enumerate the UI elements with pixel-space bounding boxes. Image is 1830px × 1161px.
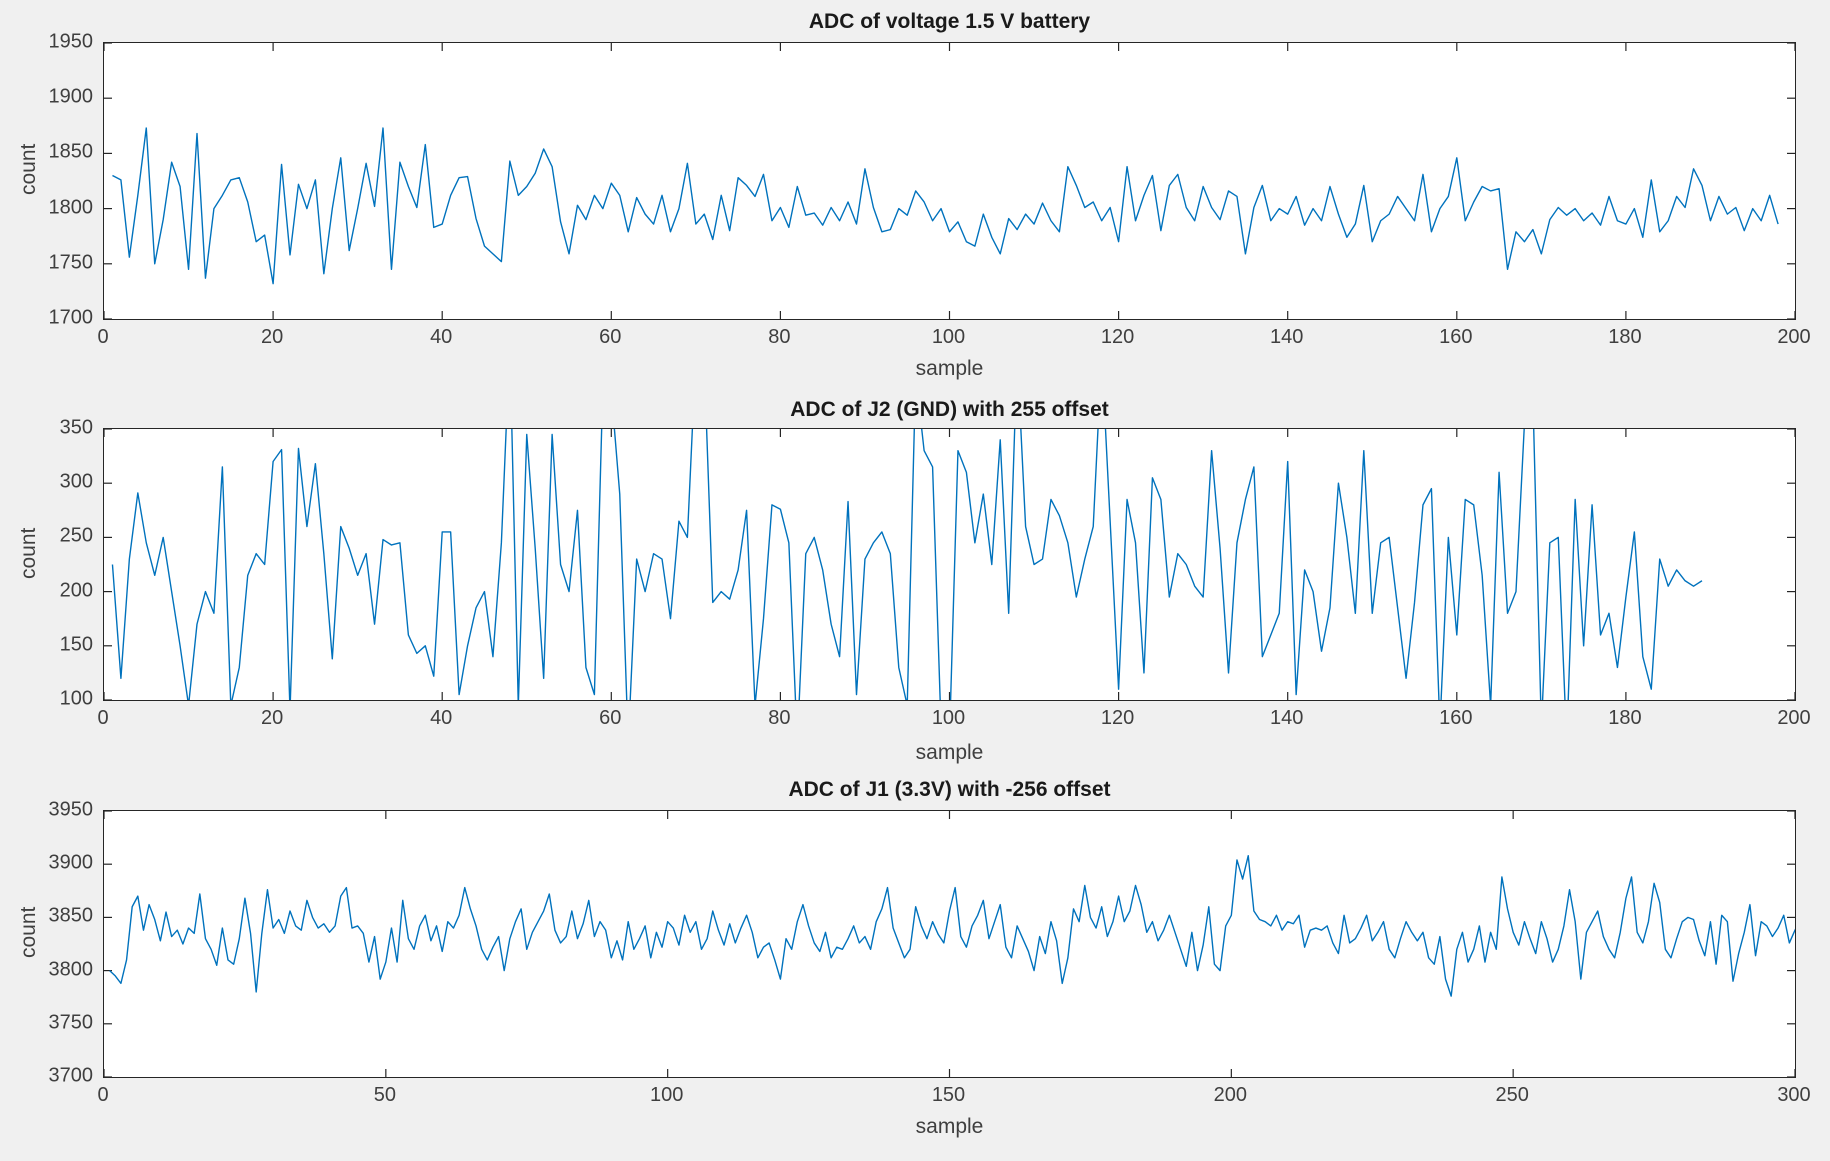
x-tick-label: 180	[1608, 707, 1642, 729]
y-tick-label: 100	[59, 687, 93, 710]
x-tick-label: 20	[260, 707, 284, 729]
x-tick-label: 200	[1777, 326, 1811, 348]
plot-battery-ylabel: count	[17, 143, 40, 195]
y-tick-label: 3900	[48, 851, 94, 874]
y-tick-label: 3800	[48, 958, 94, 981]
x-tick-label: 250	[1495, 1084, 1529, 1106]
x-tick-label: 140	[1270, 707, 1304, 729]
x-tick-label: 100	[649, 1084, 684, 1106]
plot-gnd-axes	[103, 428, 1796, 701]
plot-battery: ADC of voltage 1.5 V battery count sampl…	[0, 0, 1830, 386]
y-tick-label: 150	[59, 633, 93, 656]
x-tick-label: 100	[931, 326, 966, 348]
x-tick-label: 200	[1777, 707, 1811, 729]
plot-battery-xlabel: sample	[915, 357, 984, 380]
x-tick-label: 200	[1213, 1084, 1248, 1106]
x-tick-label: 0	[97, 1084, 109, 1106]
chart-canvas	[104, 429, 1795, 700]
y-tick-label: 350	[59, 416, 93, 439]
adc-count-line	[111, 429, 1703, 700]
plot-3v3: ADC of J1 (3.3V) with -256 offset count …	[0, 770, 1830, 1161]
x-tick-label: 120	[1100, 707, 1135, 729]
plot-3v3-xlabel: sample	[915, 1115, 984, 1138]
y-tick-label: 3700	[48, 1064, 94, 1087]
x-tick-label: 180	[1608, 326, 1642, 348]
x-tick-label: 50	[373, 1084, 396, 1106]
y-tick-label: 1800	[48, 196, 94, 219]
x-tick-label: 80	[768, 326, 791, 348]
x-tick-label: 40	[430, 326, 453, 348]
plot-3v3-title: ADC of J1 (3.3V) with -256 offset	[788, 778, 1111, 801]
y-tick-label: 300	[59, 470, 93, 493]
x-tick-label: 40	[430, 707, 453, 729]
x-tick-label: 140	[1270, 326, 1304, 348]
y-tick-label: 1750	[48, 251, 94, 274]
x-tick-label: 20	[260, 326, 284, 348]
x-tick-label: 160	[1439, 326, 1473, 348]
plot-3v3-axes	[103, 810, 1796, 1078]
chart-canvas	[104, 811, 1795, 1077]
plot-gnd-title: ADC of J2 (GND) with 255 offset	[790, 398, 1109, 421]
plot-battery-axes	[103, 42, 1796, 320]
adc-count-line	[109, 854, 1795, 997]
plot-battery-title: ADC of voltage 1.5 V battery	[808, 10, 1091, 33]
adc-count-line	[112, 127, 1779, 285]
plot-gnd: ADC of J2 (GND) with 255 offset count sa…	[0, 386, 1830, 770]
x-tick-label: 300	[1777, 1084, 1811, 1106]
y-tick-label: 1900	[48, 85, 94, 108]
x-tick-label: 100	[931, 707, 966, 729]
plot-3v3-ylabel: count	[17, 906, 40, 958]
x-tick-label: 150	[931, 1084, 966, 1106]
x-tick-label: 120	[1100, 326, 1135, 348]
y-tick-label: 1950	[48, 30, 94, 53]
y-tick-label: 3850	[48, 904, 94, 927]
x-tick-label: 60	[599, 707, 622, 729]
plot-gnd-xlabel: sample	[915, 741, 984, 764]
y-tick-label: 200	[59, 579, 93, 602]
y-tick-label: 3750	[48, 1011, 94, 1034]
x-tick-label: 60	[599, 326, 622, 348]
y-tick-label: 250	[59, 524, 93, 547]
x-tick-label: 0	[97, 707, 109, 729]
y-tick-label: 1700	[48, 306, 94, 329]
plot-gnd-ylabel: count	[17, 527, 40, 579]
x-tick-label: 80	[768, 707, 791, 729]
chart-canvas	[104, 43, 1795, 319]
x-tick-label: 160	[1439, 707, 1473, 729]
x-tick-label: 0	[97, 326, 109, 348]
y-tick-label: 1850	[48, 140, 94, 163]
y-tick-label: 3950	[48, 798, 94, 821]
